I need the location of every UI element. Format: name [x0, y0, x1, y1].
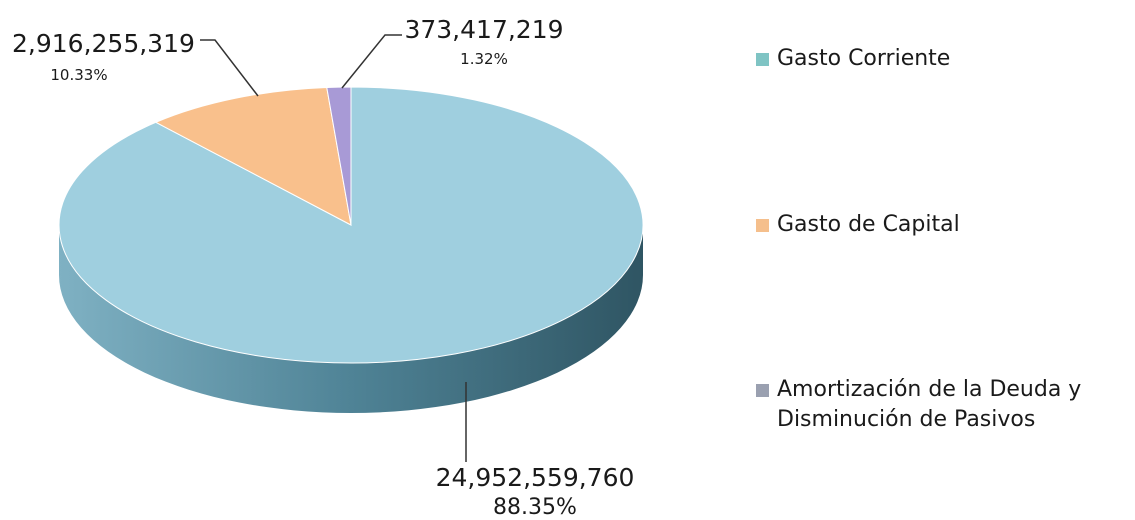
- leader-line-gasto-capital: [200, 39, 259, 97]
- legend-item-gasto-corriente: Gasto Corriente: [756, 44, 1135, 74]
- legend-label-gasto-corriente: Gasto Corriente: [777, 46, 951, 71]
- pie-slice-amortizacion: [326, 86, 352, 226]
- pie-group: [58, 86, 644, 413]
- legend-label-gasto-capital: Gasto de Capital: [777, 212, 960, 237]
- legend: Gasto Corriente Gasto de Capital Amortiz…: [756, 0, 1135, 520]
- legend-item-amortizacion: Amortización de la Deuda y Disminución d…: [756, 375, 1117, 435]
- data-label-percent-gasto-corriente: 88.35%: [493, 495, 577, 520]
- pie-side-gasto-corriente: [59, 225, 643, 413]
- data-label-value-gasto-corriente: 24,952,559,760: [436, 463, 635, 492]
- legend-item-gasto-capital: Gasto de Capital: [756, 210, 1135, 240]
- data-label-value-amortizacion: 373,417,219: [404, 15, 563, 44]
- data-label-value-gasto-capital: 2,916,255,319: [12, 29, 195, 58]
- legend-swatch-gasto-corriente: [756, 53, 769, 66]
- data-label-percent-amortizacion: 1.32%: [460, 50, 508, 68]
- legend-swatch-amortizacion: [756, 384, 769, 397]
- data-label-percent-gasto-capital: 10.33%: [50, 66, 107, 84]
- pie-slice-gasto-corriente: [58, 86, 644, 364]
- leader-line-amortizacion: [341, 34, 402, 89]
- legend-swatch-gasto-capital: [756, 219, 769, 232]
- pie-slice-gasto-capital: [154, 86, 352, 226]
- legend-label-amortizacion: Amortización de la Deuda y Disminución d…: [777, 377, 1082, 432]
- pie-chart: 2,916,255,319 10.33% 373,417,219 1.32% 2…: [12, 15, 644, 520]
